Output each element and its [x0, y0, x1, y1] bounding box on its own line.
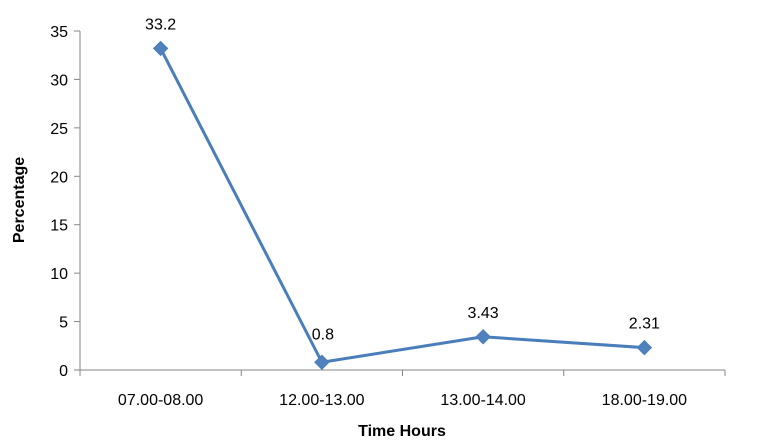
x-tick-label: 18.00-19.00	[602, 392, 688, 409]
data-label: 33.2	[145, 16, 176, 33]
x-tick-label: 07.00-08.00	[118, 392, 204, 409]
y-tick-label: 35	[50, 24, 68, 41]
y-tick-label: 5	[59, 315, 68, 332]
y-tick-label: 15	[50, 218, 68, 235]
data-label: 3.43	[468, 305, 499, 322]
y-tick-label: 30	[50, 72, 68, 89]
y-axis-title: Percentage	[11, 157, 28, 243]
y-tick-label: 0	[59, 363, 68, 380]
y-tick-label: 20	[50, 169, 68, 186]
series-group	[152, 40, 653, 370]
data-labels: 33.2 0.8 3.43 2.31	[145, 16, 660, 343]
y-tick-label: 10	[50, 266, 68, 283]
x-axis-title: Time Hours	[358, 423, 446, 440]
x-axis-ticks: 07.00-08.00 12.00-13.00 13.00-14.00 18.00-1…	[79, 370, 726, 409]
series-line	[159, 47, 645, 364]
data-point-marker	[475, 329, 491, 345]
data-point-marker	[314, 354, 330, 370]
data-label: 0.8	[312, 326, 334, 343]
x-tick-label: 13.00-14.00	[440, 392, 526, 409]
data-label: 2.31	[629, 316, 660, 333]
data-point-marker	[152, 40, 169, 57]
y-axis-ticks: 0 5 10 15 20 25 30 35	[50, 24, 80, 380]
x-tick-label: 12.00-13.00	[279, 392, 365, 409]
data-point-marker	[636, 339, 653, 356]
y-tick-label: 25	[50, 121, 68, 138]
